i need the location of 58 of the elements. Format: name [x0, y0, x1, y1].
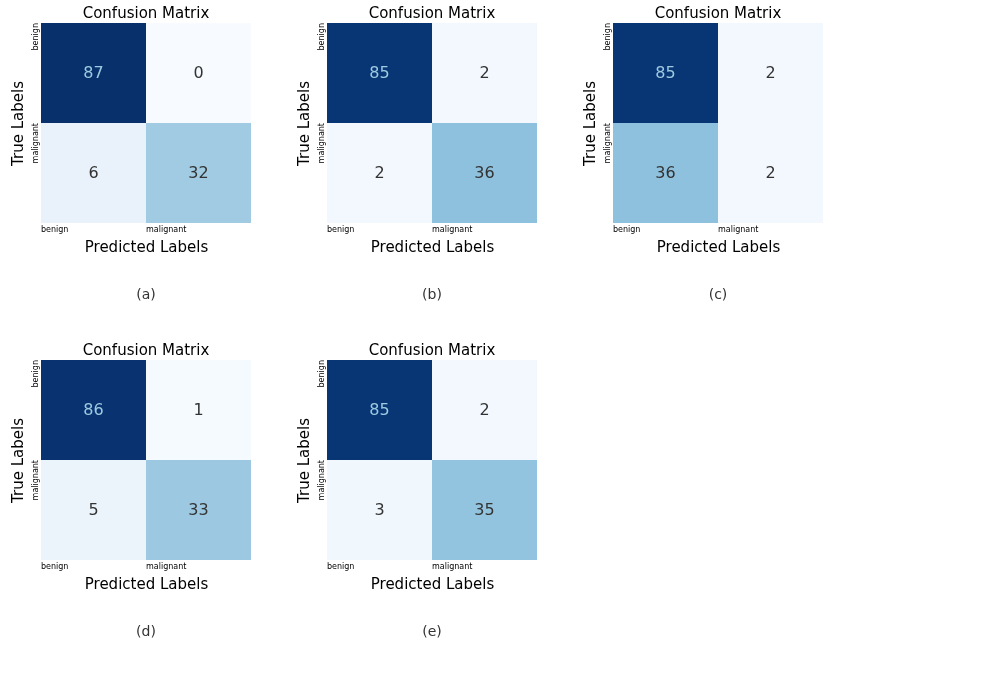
y-axis-title: True Labels — [8, 417, 27, 504]
data-label: 2 — [479, 400, 490, 419]
y-tick-label: malignant — [30, 460, 40, 501]
x-tick-label: benign — [327, 224, 355, 234]
y-tick-label: benign — [316, 360, 326, 388]
text: Confusion Matrix — [654, 3, 782, 22]
x-axis-title: Predicted Labels — [656, 237, 781, 256]
x-tick-label: malignant — [718, 224, 759, 234]
data-label: 2 — [765, 163, 776, 182]
data-label: 35 — [474, 500, 495, 519]
y-tick-label: malignant — [30, 123, 40, 164]
text: (b) — [422, 286, 442, 302]
y-axis-title: True Labels — [580, 80, 599, 167]
text: (a) — [136, 286, 156, 302]
data-label: 85 — [655, 63, 676, 82]
data-label: 36 — [474, 163, 495, 182]
y-axis-title: True Labels — [294, 80, 313, 167]
text: Confusion Matrix — [82, 3, 210, 22]
y-axis-title: True Labels — [8, 80, 27, 167]
y-tick-label: malignant — [316, 460, 326, 501]
data-label: 5 — [88, 500, 99, 519]
data-label: 87 — [83, 63, 104, 82]
x-tick-label: benign — [327, 561, 355, 571]
data-label: 2 — [765, 63, 776, 82]
data-label: 2 — [374, 163, 385, 182]
data-label: 6 — [88, 163, 99, 182]
data-label: 33 — [188, 500, 209, 519]
x-tick-label: malignant — [432, 561, 473, 571]
text: (c) — [708, 286, 728, 302]
x-tick-label: benign — [41, 224, 69, 234]
text: (e) — [422, 623, 442, 639]
data-label: 2 — [479, 63, 490, 82]
y-tick-label: benign — [316, 23, 326, 51]
x-axis-title: Predicted Labels — [84, 237, 209, 256]
x-tick-label: malignant — [146, 224, 187, 234]
data-label: 85 — [369, 400, 390, 419]
y-tick-label: malignant — [316, 123, 326, 164]
data-label: 32 — [188, 163, 209, 182]
x-tick-label: malignant — [146, 561, 187, 571]
data-label: 3 — [374, 500, 385, 519]
data-label: 1 — [193, 400, 204, 419]
x-axis-title: Predicted Labels — [370, 574, 495, 593]
data-label: 36 — [655, 163, 676, 182]
x-tick-label: malignant — [432, 224, 473, 234]
x-axis-title: Predicted Labels — [370, 237, 495, 256]
data-label: 0 — [193, 63, 204, 82]
x-tick-label: benign — [41, 561, 69, 571]
data-label: 86 — [83, 400, 104, 419]
y-tick-label: benign — [30, 360, 40, 388]
x-axis-title: Predicted Labels — [84, 574, 209, 593]
text: Confusion Matrix — [82, 340, 210, 359]
y-axis-title: True Labels — [294, 417, 313, 504]
x-tick-label: benign — [613, 224, 641, 234]
y-tick-label: benign — [30, 23, 40, 51]
text: Confusion Matrix — [368, 340, 496, 359]
text: (d) — [136, 623, 156, 639]
text: Confusion Matrix — [368, 3, 496, 22]
data-label: 85 — [369, 63, 390, 82]
